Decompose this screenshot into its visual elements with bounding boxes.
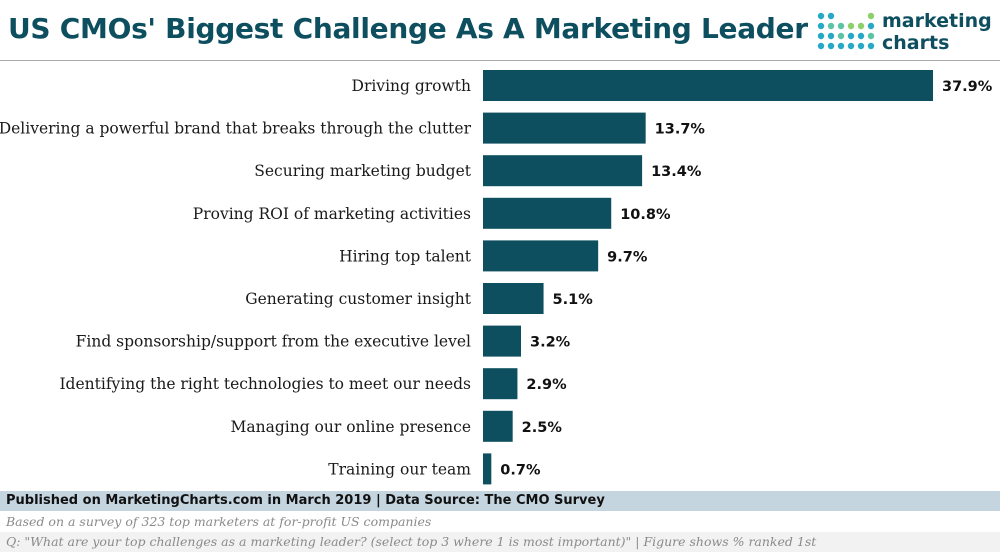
brand-wordmark: marketing charts bbox=[882, 10, 992, 54]
bar bbox=[483, 70, 933, 101]
value-label: 13.4% bbox=[651, 164, 702, 180]
chart-title: US CMOs' Biggest Challenge As A Marketin… bbox=[8, 12, 808, 45]
question-note: Q: "What are your top challenges as a ma… bbox=[0, 532, 1000, 552]
bar bbox=[483, 410, 513, 442]
bar bbox=[483, 325, 521, 357]
marketingcharts-logo bbox=[817, 12, 875, 50]
survey-note: Based on a survey of 323 top marketers a… bbox=[0, 512, 1000, 532]
published-source-band: Published on MarketingCharts.com in Marc… bbox=[0, 491, 1000, 511]
category-label: Training our team bbox=[328, 460, 471, 478]
value-label: 37.9% bbox=[942, 79, 993, 95]
bar bbox=[483, 112, 646, 144]
category-label: Delivering a powerful brand that breaks … bbox=[0, 120, 472, 138]
bar bbox=[483, 240, 599, 272]
bar bbox=[483, 197, 612, 229]
category-label: Securing marketing budget bbox=[254, 162, 472, 180]
brand-line-1: marketing bbox=[882, 10, 992, 32]
category-label: Generating customer insight bbox=[245, 290, 472, 308]
value-label: 13.7% bbox=[655, 122, 706, 138]
brand-line-2: charts bbox=[882, 32, 950, 54]
category-label: Driving growth bbox=[352, 77, 471, 95]
category-label: Hiring top talent bbox=[339, 247, 472, 265]
bar-chart: Driving growth 37.9% Delivering a powerful… bbox=[0, 70, 993, 485]
bar bbox=[483, 453, 492, 485]
value-label: 2.9% bbox=[526, 377, 567, 393]
logo-dots-icon bbox=[817, 12, 875, 50]
value-label: 2.5% bbox=[522, 420, 563, 436]
value-label: 0.7% bbox=[500, 462, 541, 478]
category-label: Identifying the right technologies to me… bbox=[59, 375, 471, 393]
title-divider bbox=[0, 60, 1000, 61]
bar bbox=[483, 155, 643, 187]
value-label: 9.7% bbox=[607, 249, 648, 265]
category-label: Find sponsorship/support from the execut… bbox=[76, 333, 471, 351]
value-label: 3.2% bbox=[530, 335, 571, 351]
value-label: 10.8% bbox=[620, 207, 671, 223]
bar bbox=[483, 368, 518, 400]
category-label: Proving ROI of marketing activities bbox=[193, 205, 471, 223]
bar bbox=[483, 283, 544, 314]
value-label: 5.1% bbox=[553, 292, 594, 308]
category-label: Managing our online presence bbox=[231, 418, 471, 436]
